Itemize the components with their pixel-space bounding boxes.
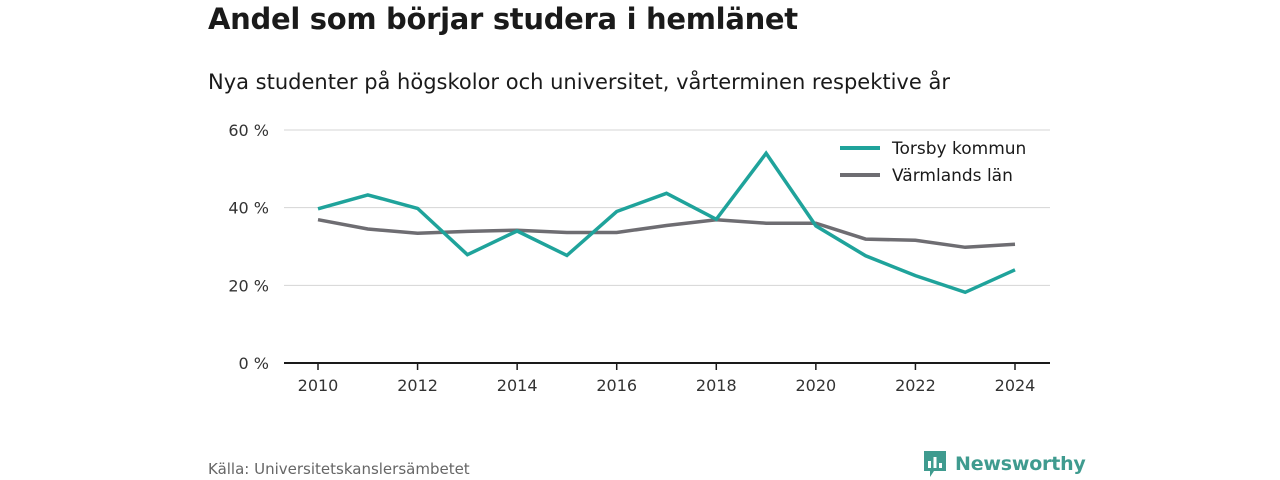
y-tick-label: 60 % bbox=[228, 121, 269, 140]
series-lines bbox=[317, 150, 1016, 295]
brand-name: Newsworthy bbox=[955, 453, 1086, 475]
series-line-varmlands-lan bbox=[317, 217, 1016, 250]
x-tick-label: 2020 bbox=[795, 376, 836, 395]
y-tick-label: 20 % bbox=[228, 276, 269, 295]
y-tick-label: 0 % bbox=[239, 354, 269, 373]
x-tick-label: 2022 bbox=[895, 376, 936, 395]
x-tick-label: 2010 bbox=[298, 376, 339, 395]
legend: Torsby kommun Värmlands län bbox=[840, 139, 1026, 186]
series-line-torsby-kommun bbox=[317, 150, 1016, 295]
x-tick-label: 2024 bbox=[995, 376, 1036, 395]
x-tick-label: 2014 bbox=[497, 376, 538, 395]
chart-title: Andel som börjar studera i hemlänet bbox=[208, 2, 798, 36]
x-tick-label: 2016 bbox=[596, 376, 637, 395]
legend-label: Värmlands län bbox=[892, 166, 1013, 186]
y-tick-label: 40 % bbox=[228, 199, 269, 218]
y-axis-ticks: 0 % 20 % 40 % 60 % bbox=[228, 121, 269, 373]
source-note: Källa: Universitetskanslersämbetet bbox=[208, 460, 470, 478]
x-tick-label: 2012 bbox=[397, 376, 438, 395]
x-tick-label: 2018 bbox=[696, 376, 737, 395]
x-axis-ticks: 2010 2012 2014 2016 2018 2020 2022 2024 bbox=[298, 363, 1036, 395]
legend-label: Torsby kommun bbox=[891, 139, 1026, 159]
chart-subtitle: Nya studenter på högskolor och universit… bbox=[208, 70, 950, 94]
brand-logo: Newsworthy bbox=[922, 449, 1086, 479]
newsworthy-logo-icon bbox=[924, 451, 946, 477]
